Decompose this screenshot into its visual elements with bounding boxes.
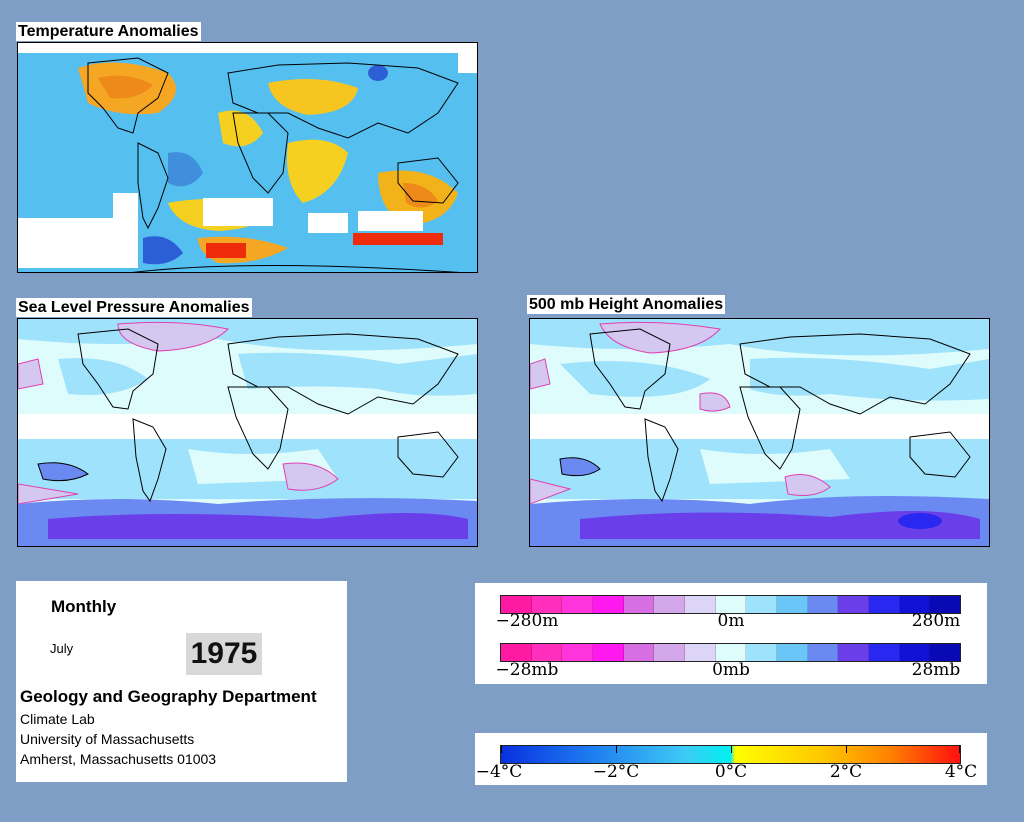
lab-line: Climate Lab (20, 711, 95, 727)
month-label: July (50, 641, 74, 656)
height500-anomaly-map (529, 318, 990, 547)
height-color-swatch (869, 596, 900, 613)
height-color-swatch (715, 596, 747, 613)
height-color-swatch (531, 596, 563, 613)
pressure-color-swatch (685, 644, 716, 661)
pressure-color-swatch (807, 644, 839, 661)
height-color-swatch (838, 596, 870, 613)
height-pressure-legend: −280m 0m 280m −28mb 0mb 28mb (475, 583, 987, 684)
height-color-swatch (777, 596, 808, 613)
pressure-color-swatch (593, 644, 624, 661)
pressure-color-swatch (562, 644, 594, 661)
height-color-swatch (593, 596, 624, 613)
temperature-tick (846, 745, 847, 753)
height-color-swatch (807, 596, 839, 613)
height-color-swatch (685, 596, 716, 613)
temperature-tick (959, 745, 960, 753)
temperature-panel-title: Temperature Anomalies (16, 22, 201, 41)
height-zero-label: 0m (717, 611, 745, 631)
height-color-swatch (623, 596, 655, 613)
info-panel: Monthly July 1975 Geology and Geography … (16, 581, 347, 782)
temperature-label: −4°C (475, 762, 523, 782)
pressure-color-scale (500, 643, 961, 662)
height-color-scale (500, 595, 961, 614)
pressure-zero-label: 0mb (712, 660, 750, 680)
height-color-swatch (930, 596, 961, 613)
pressure-max-label: 28mb (911, 660, 961, 680)
temperature-label: −2°C (592, 762, 640, 782)
period-label: Monthly (51, 597, 117, 616)
slp-panel-title: Sea Level Pressure Anomalies (16, 298, 252, 317)
pressure-color-swatch (715, 644, 747, 661)
height-color-swatch (899, 596, 931, 613)
height-color-swatch (562, 596, 594, 613)
pressure-color-swatch (869, 644, 900, 661)
height-max-label: 280m (911, 611, 961, 631)
temperature-color-scale (500, 745, 961, 764)
year-label: 1975 (186, 633, 262, 675)
pressure-color-swatch (838, 644, 870, 661)
height500-panel-title: 500 mb Height Anomalies (527, 295, 726, 314)
height-min-label: −280m (495, 611, 559, 631)
height-color-swatch (654, 596, 686, 613)
height-color-swatch (746, 596, 778, 613)
pressure-color-swatch (654, 644, 686, 661)
temperature-tick (501, 745, 502, 753)
pressure-color-swatch (899, 644, 931, 661)
temperature-legend: −4°C −2°C 0°C 2°C 4°C (475, 733, 987, 785)
temperature-label: 0°C (714, 762, 748, 782)
department-label: Geology and Geography Department (20, 687, 317, 706)
temperature-anomaly-map (17, 42, 478, 273)
pressure-color-swatch (531, 644, 563, 661)
temperature-tick (731, 745, 732, 753)
pressure-color-swatch (746, 644, 778, 661)
pressure-color-swatch (501, 644, 532, 661)
pressure-color-swatch (930, 644, 961, 661)
height-color-swatch (501, 596, 532, 613)
pressure-color-swatch (777, 644, 808, 661)
address-line: Amherst, Massachusetts 01003 (20, 751, 217, 767)
temperature-label: 4°C (944, 762, 978, 782)
university-line: University of Massachusetts (20, 731, 195, 747)
temperature-tick (616, 745, 617, 753)
pressure-min-label: −28mb (495, 660, 559, 680)
slp-anomaly-map (17, 318, 478, 547)
pressure-color-swatch (623, 644, 655, 661)
temperature-label: 2°C (829, 762, 863, 782)
